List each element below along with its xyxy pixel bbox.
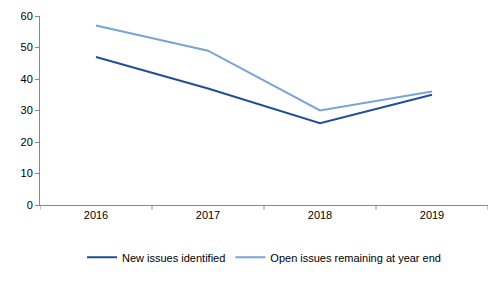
svg-text:2017: 2017 [196,209,220,221]
svg-text:New issues identified: New issues identified [122,252,225,264]
svg-text:20: 20 [21,136,33,148]
svg-text:0: 0 [27,199,33,211]
svg-text:2016: 2016 [84,209,108,221]
svg-text:Open issues remaining at year: Open issues remaining at year end [270,252,441,264]
svg-text:10: 10 [21,167,33,179]
svg-text:2019: 2019 [420,209,444,221]
svg-text:2018: 2018 [308,209,332,221]
svg-text:60: 60 [21,10,33,22]
svg-text:40: 40 [21,73,33,85]
svg-text:50: 50 [21,41,33,53]
svg-text:30: 30 [21,104,33,116]
